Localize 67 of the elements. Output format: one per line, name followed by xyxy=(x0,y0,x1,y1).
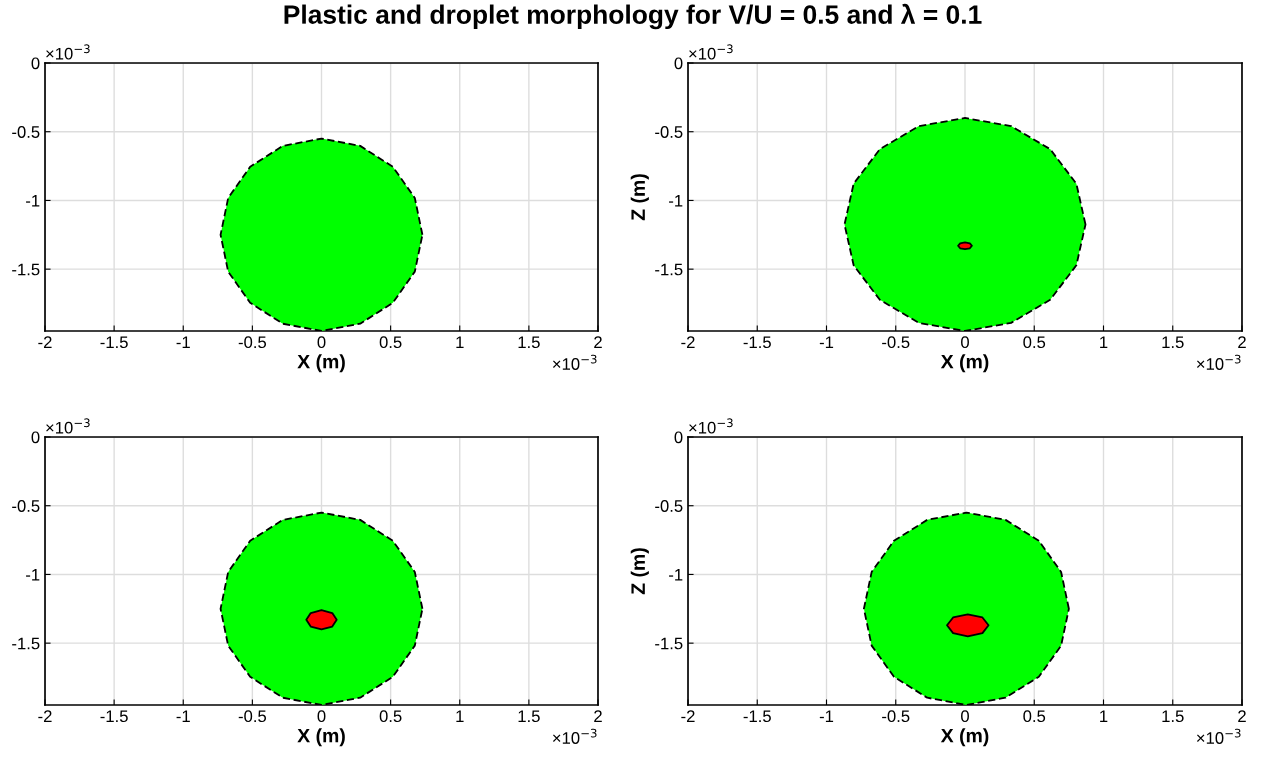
y-tick-label: -0.5 xyxy=(655,500,683,512)
x-tick-label: 0 xyxy=(961,336,969,349)
x-tick-label: 0.5 xyxy=(1023,336,1046,349)
x-tick-label: -1 xyxy=(176,710,190,722)
y-tick-label: 0 xyxy=(674,57,683,70)
x-tick-label: -1.5 xyxy=(743,336,771,349)
x-tick-label: 0.5 xyxy=(379,336,402,349)
x-tick-label: 1 xyxy=(456,710,464,722)
x-tick-label: 2 xyxy=(594,710,602,722)
x-tick-label: -1 xyxy=(819,710,834,722)
y-tick-label: -1.5 xyxy=(12,637,40,650)
y-axis-title: Z (m) xyxy=(630,174,649,221)
x-axis-title: X (m) xyxy=(297,728,345,747)
x-tick-label: 2 xyxy=(1238,710,1246,722)
x-tick-label: -1 xyxy=(176,336,190,348)
x-tick-label: 0 xyxy=(961,710,969,723)
x-tick-label: 2 xyxy=(594,336,602,348)
x-tick-label: -1.5 xyxy=(743,710,771,723)
x-tick-label: 1.5 xyxy=(518,710,540,723)
y-tick-label: -0.5 xyxy=(655,126,683,138)
x-tick-label: -1.5 xyxy=(100,336,128,349)
x-tick-label: -1 xyxy=(819,336,834,348)
x-tick-label: 0.5 xyxy=(379,710,402,723)
x-tick-label: 1.5 xyxy=(1162,336,1184,349)
text: ×10$^{−3}$ xyxy=(552,728,597,744)
x-tick-label: 1.5 xyxy=(518,336,540,349)
x-tick-label: 0 xyxy=(317,336,326,349)
y-tick-label: -1 xyxy=(669,569,683,581)
x-tick-label: -2 xyxy=(681,336,695,348)
x-tick-label: 1 xyxy=(1100,336,1108,348)
y-axis-title: Z (m) xyxy=(630,548,649,595)
x-tick-label: -2 xyxy=(681,710,695,722)
y-tick-label: -1 xyxy=(669,195,683,207)
text: ×10$^{−3}$ xyxy=(46,44,90,60)
y-tick-label: 0 xyxy=(31,57,40,70)
x-tick-label: 1 xyxy=(1100,710,1108,722)
x-tick-label: -2 xyxy=(38,336,52,348)
x-axis-title: X (m) xyxy=(940,354,989,373)
y-tick-label: 0 xyxy=(674,431,683,444)
x-tick-label: -0.5 xyxy=(882,710,910,723)
y-tick-label: -0.5 xyxy=(12,126,40,138)
chart-title: Plastic and droplet morphology for V/U = 0.5 and λ = 0.1 xyxy=(284,3,982,30)
x-tick-label: 0.5 xyxy=(1023,710,1046,723)
y-tick-label: -1.5 xyxy=(12,263,40,276)
y-tick-label: -1 xyxy=(26,195,40,207)
x-tick-label: -0.5 xyxy=(238,336,267,349)
y-tick-label: -1 xyxy=(26,569,40,581)
text: ×10$^{−3}$ xyxy=(552,354,597,370)
x-tick-label: -2 xyxy=(38,710,52,722)
x-axis-title: X (m) xyxy=(940,728,989,747)
y-tick-label: -1.5 xyxy=(655,263,683,276)
x-axis-title: X (m) xyxy=(297,354,345,373)
x-tick-label: 1.5 xyxy=(1162,710,1184,723)
text: ×10$^{−3}$ xyxy=(1196,354,1241,370)
x-tick-label: -1.5 xyxy=(100,710,128,723)
x-tick-label: 1 xyxy=(456,336,464,348)
text: ×10$^{−3}$ xyxy=(1196,728,1241,744)
y-tick-label: -0.5 xyxy=(12,500,40,512)
text: ×10$^{−3}$ xyxy=(689,418,733,434)
x-tick-label: -0.5 xyxy=(882,336,910,349)
y-tick-label: -1.5 xyxy=(655,637,683,650)
text: ×10$^{−3}$ xyxy=(46,418,90,434)
text: ×10$^{−3}$ xyxy=(689,44,733,60)
x-tick-label: -0.5 xyxy=(238,710,267,723)
y-tick-label: 0 xyxy=(31,431,40,444)
x-tick-label: 2 xyxy=(1238,336,1246,348)
x-tick-label: 0 xyxy=(317,710,326,723)
